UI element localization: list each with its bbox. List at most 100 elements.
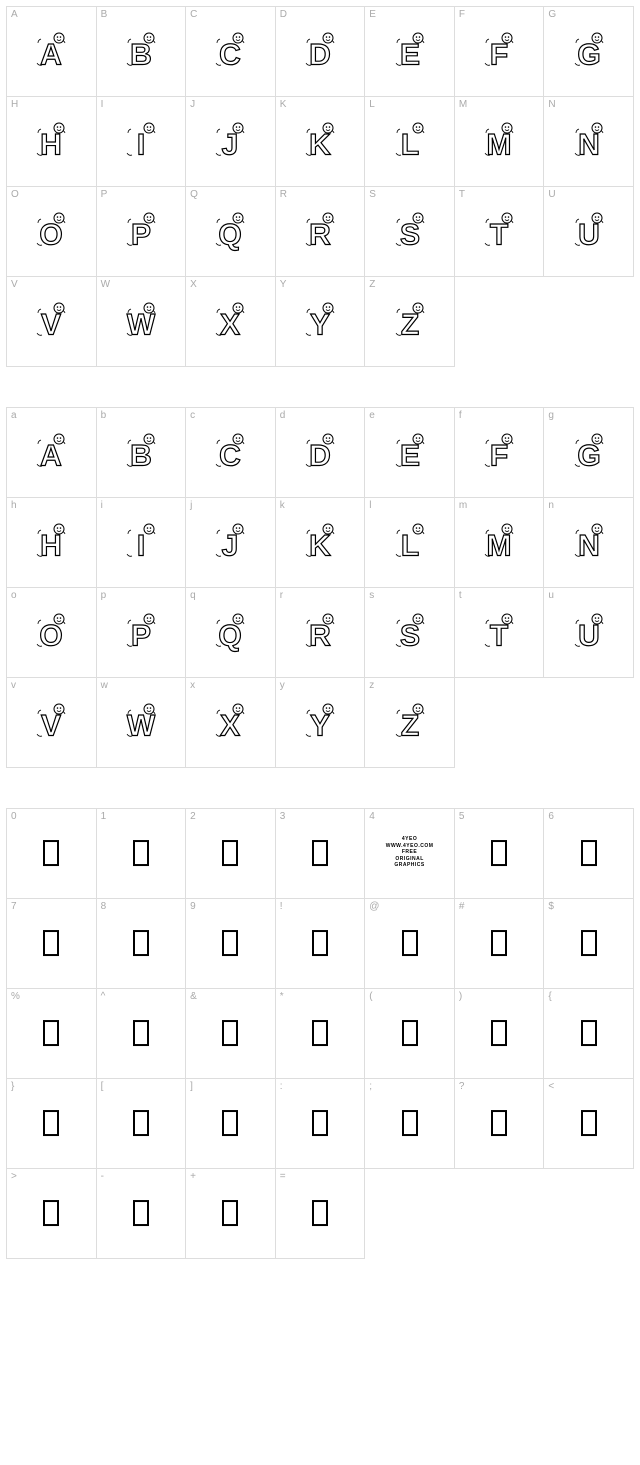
charmap-cell[interactable]: LL (365, 97, 455, 187)
letter-glyph-icon: N (569, 121, 609, 161)
charmap-cell[interactable]: OO (7, 187, 97, 277)
charmap-cell[interactable]: eE (365, 408, 455, 498)
cell-label: } (11, 1081, 14, 1092)
charmap-cell[interactable]: uU (544, 588, 634, 678)
charmap-cell[interactable]: ZZ (365, 277, 455, 367)
charmap-cell[interactable]: [ (97, 1079, 187, 1169)
charmap-cell[interactable]: sS (365, 588, 455, 678)
charmap-cell[interactable]: } (7, 1079, 97, 1169)
glyph-wrap: T (475, 207, 523, 255)
charmap-cell[interactable]: zZ (365, 678, 455, 768)
charmap-cell[interactable]: % (7, 989, 97, 1079)
charmap-cell[interactable]: EE (365, 7, 455, 97)
svg-text:M: M (487, 128, 512, 161)
charmap-cell[interactable]: oO (7, 588, 97, 678)
charmap-cell[interactable]: NN (544, 97, 634, 187)
charmap-cell[interactable]: iI (97, 498, 187, 588)
charmap-cell[interactable]: MM (455, 97, 545, 187)
charmap-cell[interactable]: aA (7, 408, 97, 498)
charmap-cell[interactable]: WW (97, 277, 187, 367)
charmap-cell[interactable]: xX (186, 678, 276, 768)
charmap-cell[interactable]: ? (455, 1079, 545, 1169)
charmap-cell[interactable]: SS (365, 187, 455, 277)
charmap-cell[interactable]: RR (276, 187, 366, 277)
charmap-cell[interactable]: 6 (544, 809, 634, 899)
charmap-cell[interactable]: * (276, 989, 366, 1079)
charmap-cell[interactable]: TT (455, 187, 545, 277)
charmap-cell[interactable]: gG (544, 408, 634, 498)
letter-glyph-icon: W (121, 702, 161, 742)
charmap-cell[interactable]: YY (276, 277, 366, 367)
charmap-cell[interactable]: JJ (186, 97, 276, 187)
charmap-cell[interactable]: II (97, 97, 187, 187)
charmap-cell[interactable]: & (186, 989, 276, 1079)
charmap-cell[interactable]: dD (276, 408, 366, 498)
charmap-cell[interactable]: ) (455, 989, 545, 1079)
charmap-cell[interactable]: DD (276, 7, 366, 97)
charmap-cell[interactable]: ] (186, 1079, 276, 1169)
charmap-cell[interactable]: 3 (276, 809, 366, 899)
svg-text:F: F (490, 38, 508, 71)
charmap-cell[interactable]: + (186, 1169, 276, 1259)
charmap-cell[interactable]: VV (7, 277, 97, 367)
charmap-cell[interactable]: GG (544, 7, 634, 97)
cell-label: d (280, 410, 286, 421)
charmap-cell[interactable]: 0 (7, 809, 97, 899)
svg-text:Y: Y (310, 308, 330, 341)
charmap-cell[interactable]: FF (455, 7, 545, 97)
promo-line: GRAPHICS (386, 862, 434, 869)
charmap-cell[interactable]: # (455, 899, 545, 989)
charmap-cell[interactable]: BB (97, 7, 187, 97)
charmap-cell[interactable]: QQ (186, 187, 276, 277)
charmap-cell[interactable]: = (276, 1169, 366, 1259)
charmap-cell[interactable]: 5 (455, 809, 545, 899)
glyph-wrap: I (117, 117, 165, 165)
charmap-cell[interactable]: mM (455, 498, 545, 588)
charmap-cell[interactable]: ! (276, 899, 366, 989)
charmap-cell[interactable]: nN (544, 498, 634, 588)
charmap-cell[interactable]: bB (97, 408, 187, 498)
charmap-cell[interactable]: tT (455, 588, 545, 678)
charmap-cell[interactable]: AA (7, 7, 97, 97)
charmap-cell[interactable]: 2 (186, 809, 276, 899)
charmap-cell[interactable]: cC (186, 408, 276, 498)
charmap-cell[interactable]: { (544, 989, 634, 1079)
charmap-cell[interactable]: ; (365, 1079, 455, 1169)
charmap-cell[interactable]: PP (97, 187, 187, 277)
charmap-cell[interactable]: 44YEOWWW.4YEO.COMFREEORIGINALGRAPHICS (365, 809, 455, 899)
charmap-cell[interactable]: jJ (186, 498, 276, 588)
charmap-cell[interactable]: CC (186, 7, 276, 97)
charmap-cell[interactable]: kK (276, 498, 366, 588)
charmap-cell[interactable]: < (544, 1079, 634, 1169)
glyph-wrap: J (206, 117, 254, 165)
glyph-wrap: S (386, 207, 434, 255)
charmap-cell[interactable]: HH (7, 97, 97, 187)
charmap-cell[interactable]: 1 (97, 809, 187, 899)
charmap-cell[interactable]: - (97, 1169, 187, 1259)
charmap-cell[interactable]: : (276, 1079, 366, 1169)
glyph-wrap (117, 919, 165, 967)
charmap-cell[interactable]: hH (7, 498, 97, 588)
charmap-cell[interactable]: 7 (7, 899, 97, 989)
charmap-cell[interactable]: > (7, 1169, 97, 1259)
charmap-cell[interactable]: yY (276, 678, 366, 768)
charmap-cell[interactable]: rR (276, 588, 366, 678)
missing-glyph-icon (491, 840, 507, 866)
charmap-cell[interactable]: ^ (97, 989, 187, 1079)
charmap-cell[interactable]: pP (97, 588, 187, 678)
charmap-cell[interactable]: XX (186, 277, 276, 367)
charmap-cell[interactable]: lL (365, 498, 455, 588)
charmap-cell[interactable]: KK (276, 97, 366, 187)
letter-glyph-icon: H (31, 522, 71, 562)
letter-glyph-icon: A (31, 31, 71, 71)
charmap-cell[interactable]: fF (455, 408, 545, 498)
charmap-cell[interactable]: 9 (186, 899, 276, 989)
charmap-cell[interactable]: wW (97, 678, 187, 768)
charmap-cell[interactable]: @ (365, 899, 455, 989)
charmap-cell[interactable]: ( (365, 989, 455, 1079)
charmap-cell[interactable]: $ (544, 899, 634, 989)
charmap-cell[interactable]: vV (7, 678, 97, 768)
charmap-cell[interactable]: 8 (97, 899, 187, 989)
charmap-cell[interactable]: UU (544, 187, 634, 277)
charmap-cell[interactable]: qQ (186, 588, 276, 678)
